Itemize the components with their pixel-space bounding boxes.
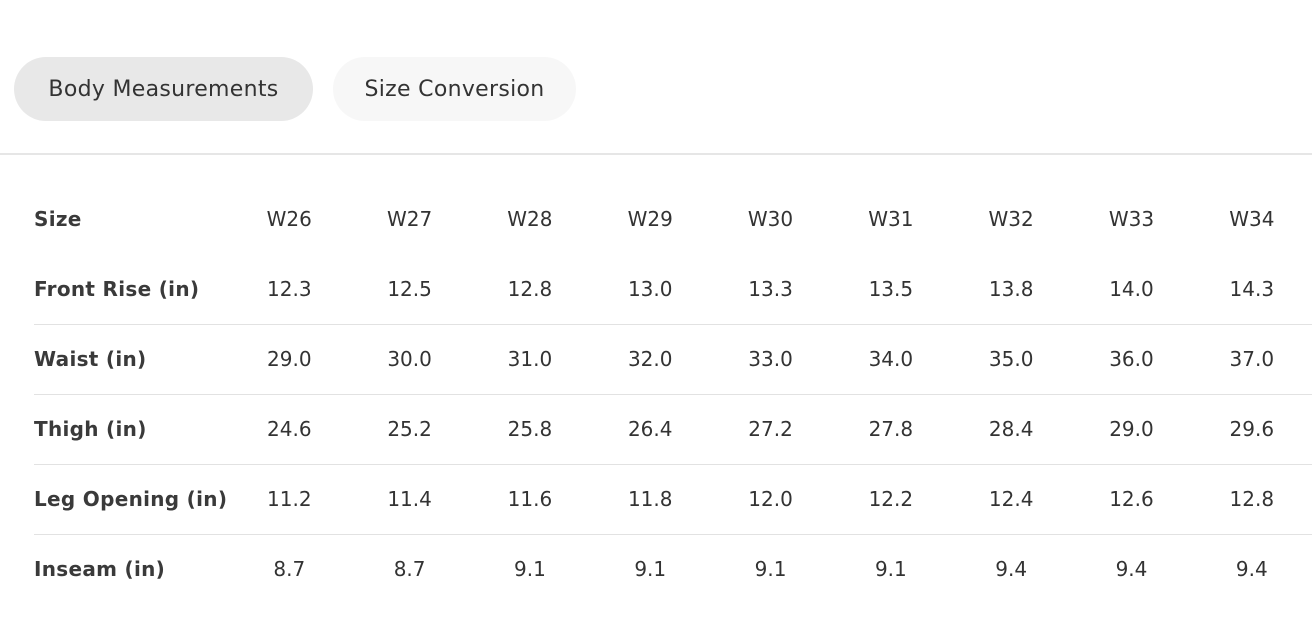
table-cell: 26.4	[627, 417, 673, 441]
header-size-w34: W34	[1229, 207, 1275, 231]
size-guide-tabs: Body Measurements Size Conversion	[14, 57, 576, 121]
header-size-w27: W27	[386, 207, 433, 231]
table-cell: 8.7	[273, 557, 306, 582]
header-size-label: Size	[34, 207, 82, 231]
row-label: Inseam (in)	[34, 557, 166, 582]
table-cell: 9.1	[514, 557, 546, 582]
tab-body-measurements[interactable]: Body Measurements	[14, 57, 313, 121]
table-cell: 29.0	[267, 347, 312, 371]
table-cell: 25.8	[507, 417, 553, 441]
table-cell: 14.3	[1229, 276, 1275, 301]
table-cell: 13.0	[627, 276, 673, 301]
table-cell: 30.0	[387, 347, 432, 371]
table-cell: 27.2	[748, 417, 793, 441]
row-label: Front Rise (in)	[34, 276, 200, 301]
table-cell: 8.7	[393, 557, 426, 582]
table-row-leg-opening: Leg Opening (in) 11.2 11.4 11.6 11.8 12.…	[34, 464, 1312, 534]
table-cell: 33.0	[748, 347, 793, 371]
table-cell: 9.4	[995, 557, 1028, 582]
table-cell: 25.2	[387, 417, 432, 441]
table-cell: 12.4	[988, 487, 1034, 511]
table-cell: 27.8	[868, 417, 914, 441]
header-size-w31: W31	[868, 207, 914, 231]
table-cell: 28.4	[988, 417, 1034, 441]
table-cell: 9.4	[1115, 557, 1148, 582]
table-cell: 13.8	[988, 276, 1034, 301]
header-size-w33: W33	[1108, 207, 1155, 231]
table-cell: 13.5	[868, 276, 914, 301]
table-cell: 37.0	[1229, 347, 1275, 371]
table-cell: 12.3	[267, 276, 312, 301]
table-cell: 9.4	[1235, 557, 1268, 582]
size-chart-table-container: Size W26 W27 W28 W29 W30 W31 W32 W33 W34…	[34, 184, 1312, 604]
table-cell: 12.6	[1109, 487, 1154, 511]
table-cell: 14.0	[1109, 276, 1154, 301]
table-cell: 35.0	[988, 347, 1034, 371]
table-row-thigh: Thigh (in) 24.6 25.2 25.8 26.4 27.2 27.8…	[34, 394, 1312, 464]
table-cell: 9.1	[634, 557, 667, 582]
table-cell: 24.6	[267, 417, 312, 441]
table-cell: 11.6	[507, 487, 553, 511]
tabs-divider	[0, 153, 1312, 155]
tab-size-conversion[interactable]: Size Conversion	[333, 57, 576, 121]
table-cell: 32.0	[627, 347, 673, 371]
table-cell: 11.8	[627, 487, 673, 511]
table-cell: 31.0	[507, 347, 553, 371]
table-row-front-rise: Front Rise (in) 12.3 12.5 12.8 13.0 13.3…	[34, 254, 1312, 324]
table-row-waist: Waist (in) 29.0 30.0 31.0 32.0 33.0 34.0…	[34, 324, 1312, 394]
table-cell: 12.8	[1229, 487, 1275, 511]
row-label: Waist (in)	[34, 347, 147, 371]
table-header-row: Size W26 W27 W28 W29 W30 W31 W32 W33 W34	[34, 184, 1312, 254]
table-cell: 34.0	[868, 347, 914, 371]
table-cell: 36.0	[1109, 347, 1154, 371]
table-row-inseam: Inseam (in) 8.7 8.7 9.1 9.1 9.1 9.1 9.4 …	[34, 534, 1312, 604]
row-label: Thigh (in)	[34, 417, 147, 441]
table-cell: 13.3	[748, 276, 793, 301]
header-size-w30: W30	[747, 207, 794, 231]
size-chart-table: Size W26 W27 W28 W29 W30 W31 W32 W33 W34…	[34, 184, 1312, 604]
table-cell: 11.2	[267, 487, 312, 511]
table-cell: 12.8	[507, 276, 553, 301]
table-cell: 11.4	[387, 487, 432, 511]
header-size-w32: W32	[988, 207, 1034, 231]
table-cell: 29.0	[1109, 417, 1154, 441]
header-size-w29: W29	[627, 207, 673, 231]
header-size-w26: W26	[266, 207, 312, 231]
table-cell: 12.5	[387, 276, 432, 301]
row-label: Leg Opening (in)	[34, 487, 228, 511]
table-cell: 12.2	[868, 487, 914, 511]
table-cell: 9.1	[874, 557, 907, 582]
table-cell: 12.0	[748, 487, 793, 511]
table-cell: 29.6	[1229, 417, 1275, 441]
table-cell: 9.1	[754, 557, 787, 582]
header-size-w28: W28	[507, 207, 553, 231]
